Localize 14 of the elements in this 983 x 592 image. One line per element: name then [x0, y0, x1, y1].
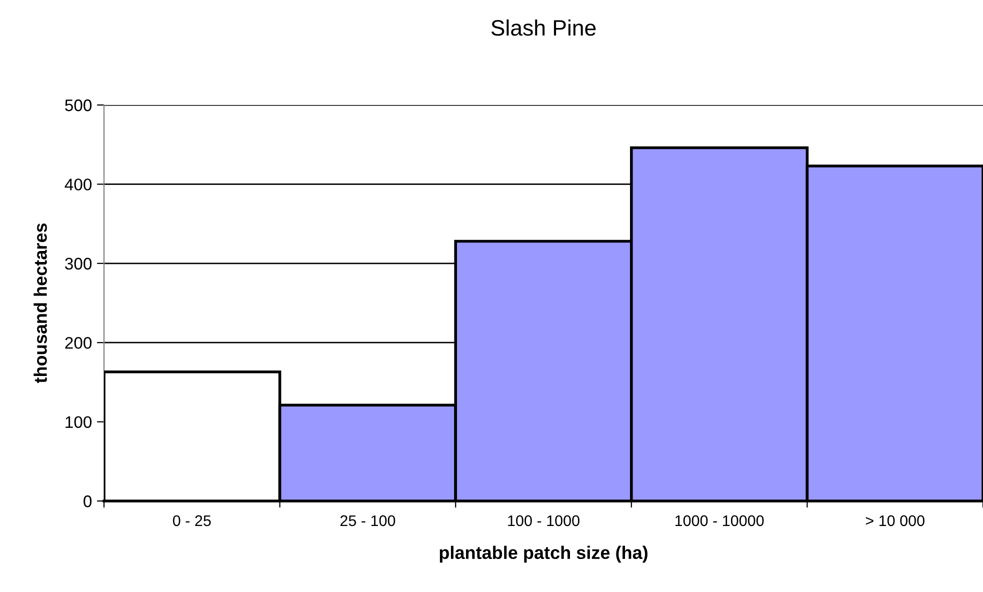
chart-title: Slash Pine — [491, 19, 596, 36]
y-tick-label: 300 — [65, 258, 92, 270]
y-axis-title: thousand hectares — [34, 223, 47, 384]
x-tick-label: > 10 000 — [866, 515, 924, 526]
x-tick-label: 100 - 1000 — [508, 515, 580, 526]
x-tick-label: 25 - 100 — [340, 515, 396, 526]
x-tick-label: 1000 - 10000 — [675, 515, 764, 526]
y-tick-label: 100 — [66, 416, 92, 428]
y-tick-label: 0 — [84, 495, 92, 508]
y-tick-label: 500 — [65, 99, 92, 112]
y-tick-label: 200 — [65, 337, 92, 349]
y-tick-label: 400 — [64, 178, 92, 190]
x-tick-label: 0 - 25 — [172, 515, 211, 526]
x-axis-title: plantable patch size (ha) — [440, 546, 648, 563]
